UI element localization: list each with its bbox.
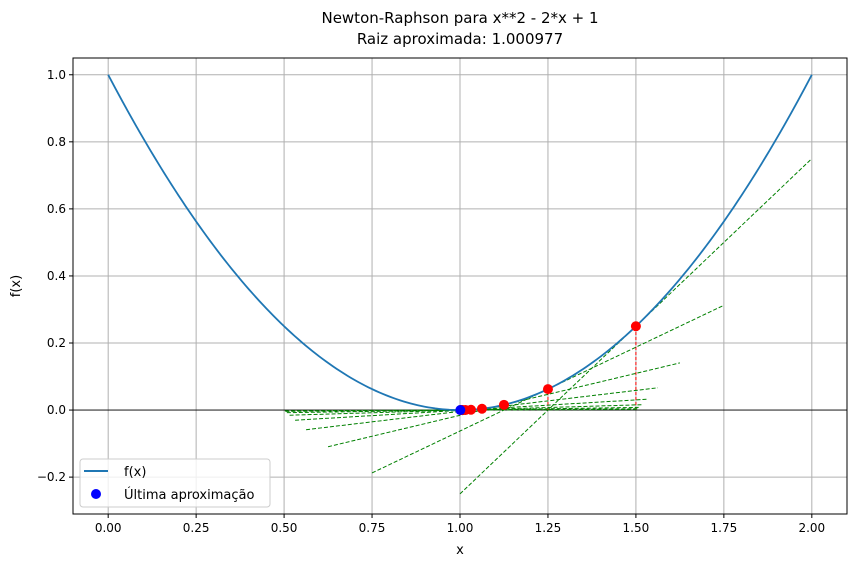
- y-tick-label: 1.0: [47, 68, 66, 82]
- iterate-point: [498, 399, 509, 410]
- y-tick-label: 0.0: [47, 403, 66, 417]
- x-tick-label: 0.00: [95, 521, 122, 535]
- y-tick-label: 0.6: [47, 202, 66, 216]
- iterate-point: [630, 321, 641, 332]
- legend-marker-final: [91, 489, 101, 499]
- legend-label-fx: f(x): [124, 465, 146, 480]
- legend-box: [79, 458, 271, 508]
- chart-title: Newton-Raphson para x**2 - 2*x + 1: [321, 9, 598, 27]
- x-tick-label: 1.50: [623, 521, 650, 535]
- y-tick-label: −0.2: [37, 470, 66, 484]
- legend-label-final: Última aproximação: [124, 487, 254, 503]
- legend: f(x) Última aproximação: [79, 458, 271, 508]
- x-tick-label: 1.00: [447, 521, 474, 535]
- y-axis-label: f(x): [9, 275, 24, 297]
- x-tick-label: 1.25: [535, 521, 562, 535]
- iterate-point: [542, 384, 553, 395]
- x-axis-label: x: [456, 543, 464, 558]
- y-tick-label: 0.2: [47, 336, 66, 350]
- final-approximation-point: [455, 405, 466, 416]
- x-tick-label: 0.25: [183, 521, 210, 535]
- x-tick-label: 2.00: [798, 521, 825, 535]
- y-tick-label: 0.4: [47, 269, 66, 283]
- y-tick-label: 0.8: [47, 135, 66, 149]
- iterate-point: [476, 403, 487, 414]
- x-tick-label: 0.50: [271, 521, 298, 535]
- x-tick-label: 1.75: [711, 521, 738, 535]
- x-tick-label: 0.75: [359, 521, 386, 535]
- chart-subtitle: Raiz aproximada: 1.000977: [357, 30, 563, 48]
